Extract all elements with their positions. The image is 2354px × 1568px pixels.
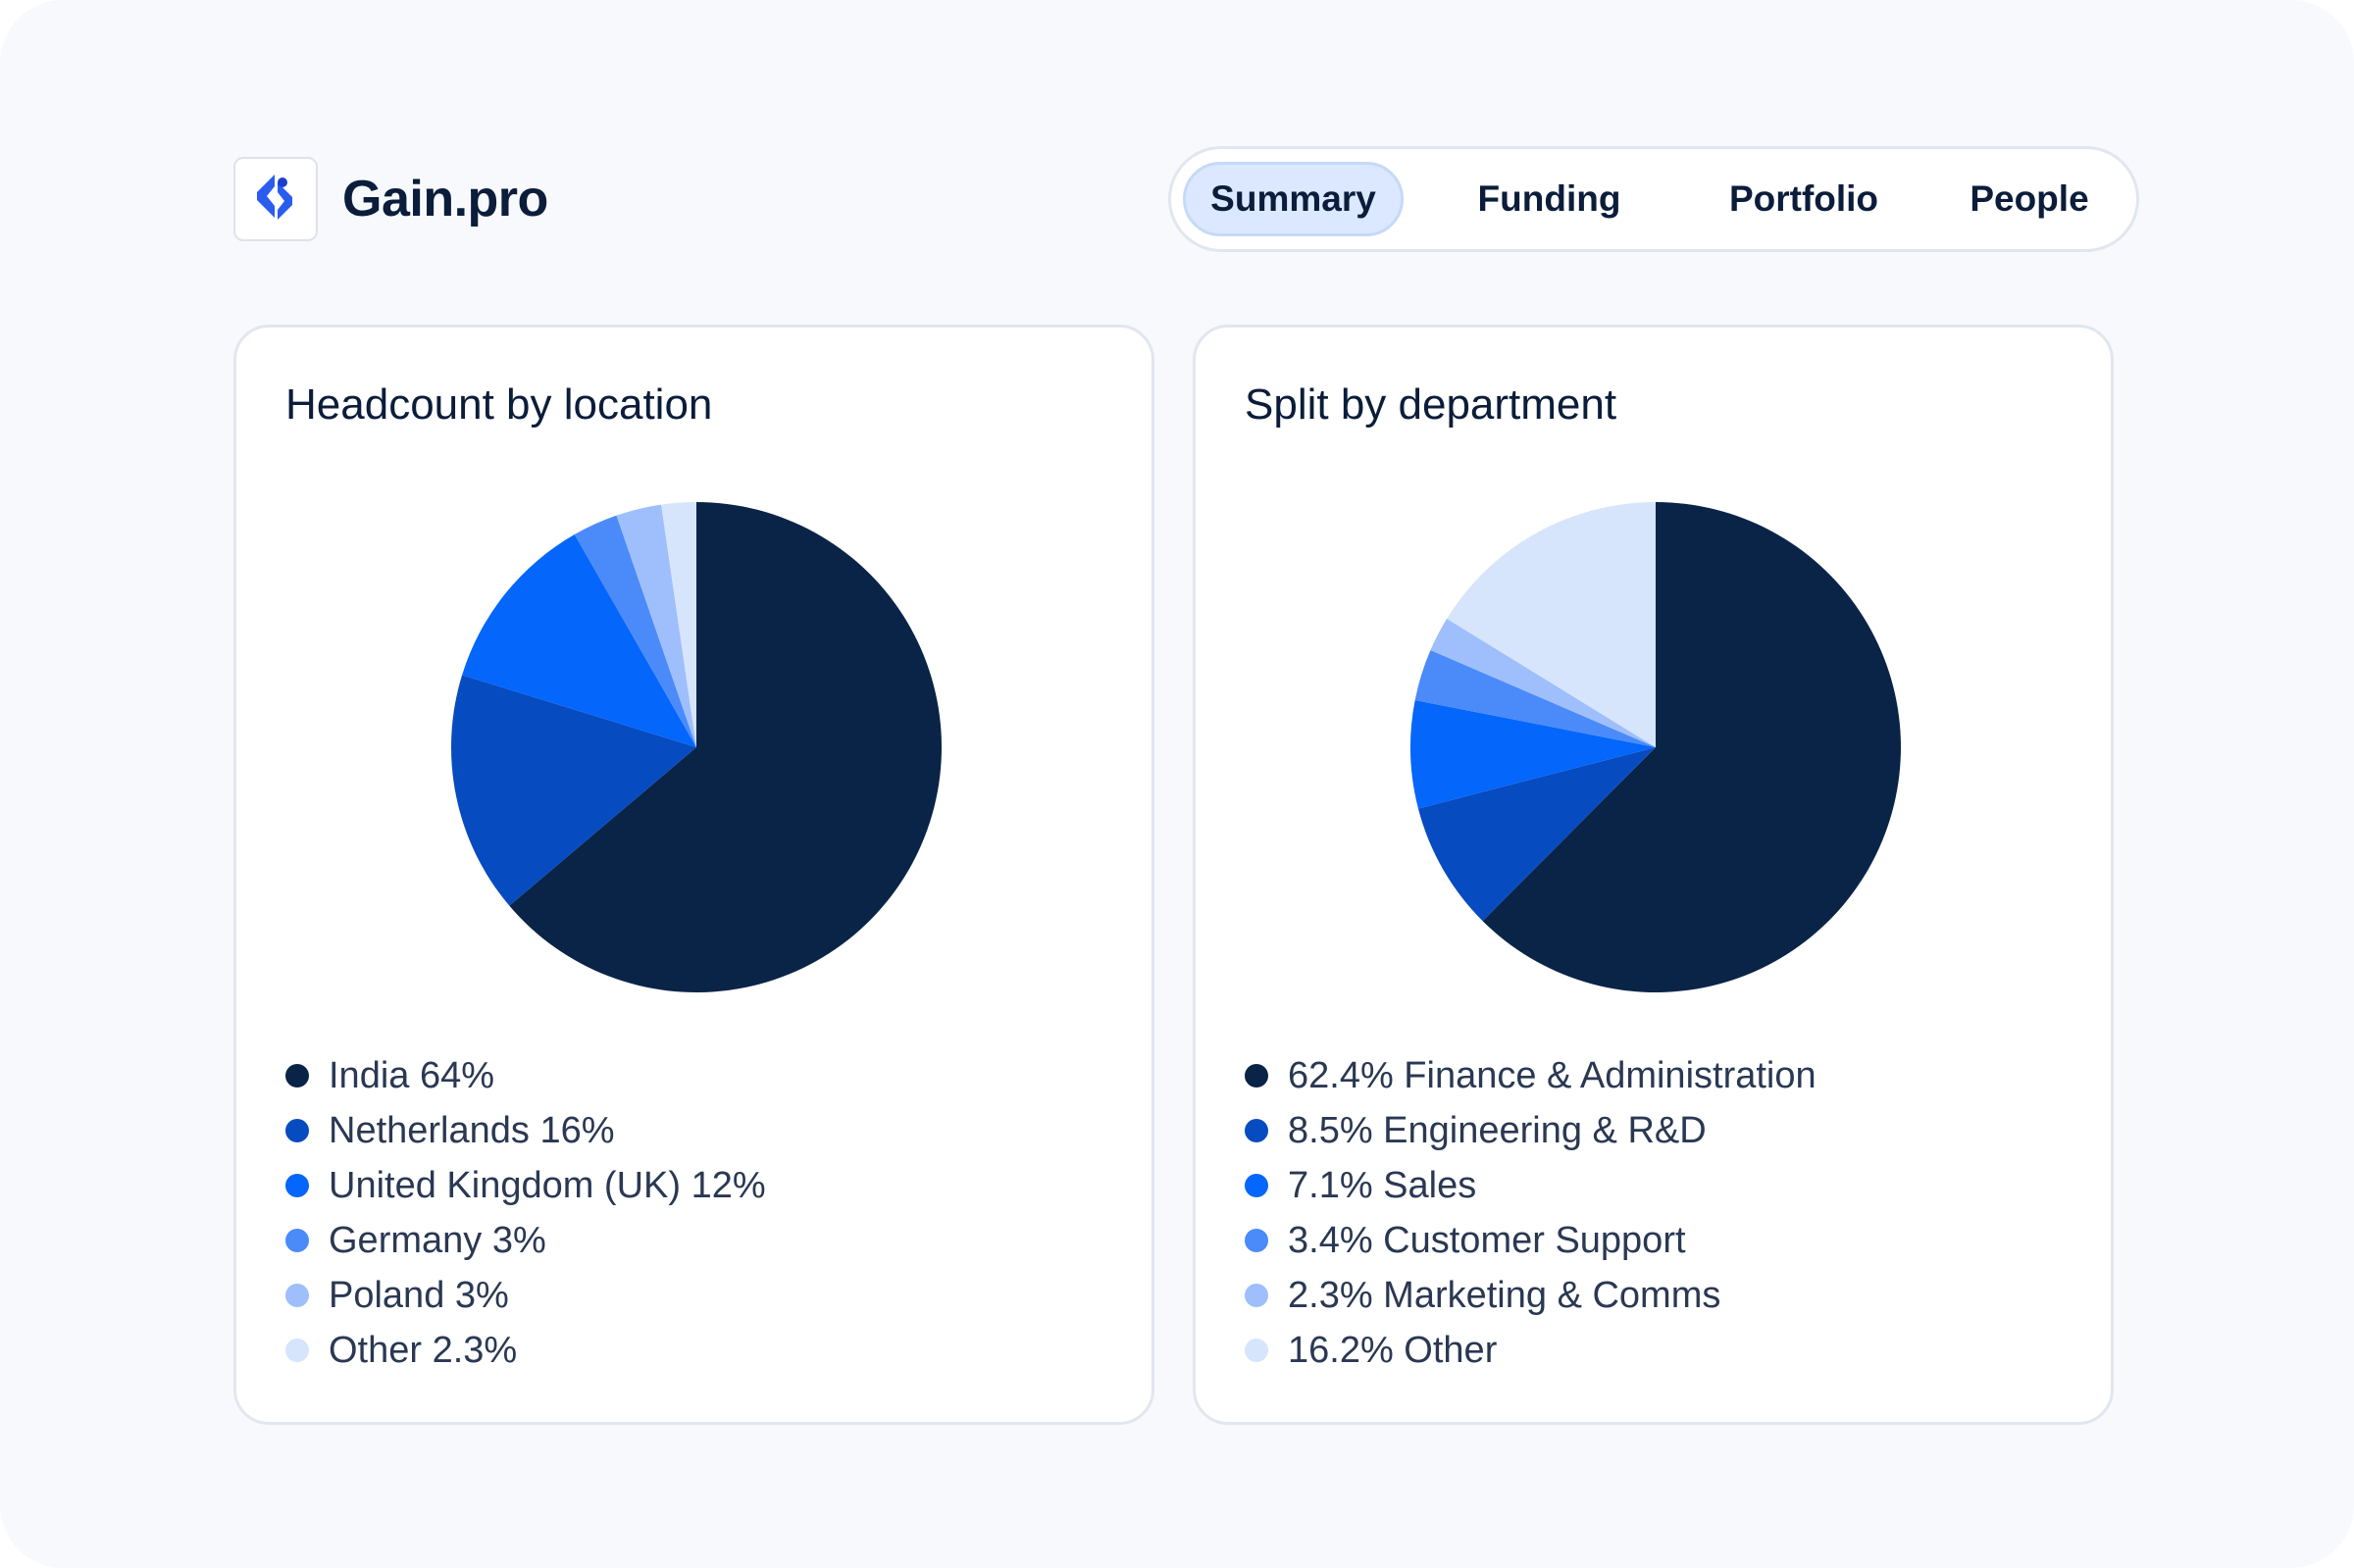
- pie-slice-customer-support[interactable]: [1414, 649, 1656, 747]
- legend-label: 8.5% Engineering & R&D: [1288, 1109, 1707, 1151]
- legend-label: 3.4% Customer Support: [1288, 1219, 1686, 1261]
- legend-label: Other 2.3%: [329, 1329, 518, 1371]
- pie-slice-engineering-r-d[interactable]: [1417, 747, 1656, 922]
- legend-dot: [285, 1339, 309, 1362]
- pie-slice-germany[interactable]: [574, 515, 696, 747]
- card-title: Split by department: [1245, 380, 1617, 429]
- legend-label: 16.2% Other: [1288, 1329, 1498, 1371]
- location-pie-chart: [451, 502, 942, 992]
- gain-logo-icon: [257, 175, 292, 220]
- legend-item: Germany 3%: [285, 1213, 766, 1268]
- pie-slice-finance-administration[interactable]: [1482, 502, 1901, 992]
- card-title: Headcount by location: [285, 380, 713, 429]
- legend-item: 3.4% Customer Support: [1245, 1213, 1817, 1268]
- legend-dot: [1245, 1284, 1268, 1307]
- pie-slice-sales[interactable]: [1410, 699, 1656, 809]
- legend-item: Netherlands 16%: [285, 1103, 766, 1158]
- legend-label: Poland 3%: [329, 1274, 509, 1316]
- brand-name[interactable]: Gain.pro: [342, 171, 548, 228]
- legend-dot: [1245, 1174, 1268, 1197]
- legend-label: United Kingdom (UK) 12%: [329, 1164, 766, 1206]
- department-split-card: Split by department 62.4% Finance & Admi…: [1193, 325, 2114, 1425]
- pie-slice-poland[interactable]: [616, 504, 696, 747]
- department-legend: 62.4% Finance & Administration 8.5% Engi…: [1245, 1048, 1817, 1378]
- legend-item: 7.1% Sales: [1245, 1158, 1817, 1213]
- legend-dot: [285, 1229, 309, 1252]
- legend-item: 8.5% Engineering & R&D: [1245, 1103, 1817, 1158]
- location-legend: India 64% Netherlands 16% United Kingdom…: [285, 1048, 766, 1378]
- department-pie-chart: [1410, 502, 1901, 992]
- pie-slice-netherlands[interactable]: [451, 675, 696, 906]
- tab-bar: Summary Funding Portfolio People: [1168, 146, 2139, 252]
- legend-dot: [285, 1064, 309, 1087]
- legend-item: India 64%: [285, 1048, 766, 1103]
- legend-item: Other 2.3%: [285, 1323, 766, 1378]
- tab-people[interactable]: People: [1970, 178, 2089, 219]
- headcount-location-card: Headcount by location India 64% Netherla…: [233, 325, 1154, 1425]
- legend-dot: [1245, 1339, 1268, 1362]
- legend-label: Germany 3%: [329, 1219, 546, 1261]
- legend-label: 2.3% Marketing & Comms: [1288, 1274, 1721, 1316]
- legend-item: United Kingdom (UK) 12%: [285, 1158, 766, 1213]
- legend-dot: [1245, 1119, 1268, 1142]
- pie-slice-other[interactable]: [661, 502, 696, 747]
- legend-label: India 64%: [329, 1054, 495, 1096]
- legend-dot: [285, 1119, 309, 1142]
- pie-slice-united-kingdom-uk[interactable]: [462, 534, 696, 747]
- tab-summary[interactable]: Summary: [1183, 162, 1404, 236]
- legend-dot: [285, 1284, 309, 1307]
- legend-item: 16.2% Other: [1245, 1323, 1817, 1378]
- legend-label: Netherlands 16%: [329, 1109, 615, 1151]
- legend-label: 62.4% Finance & Administration: [1288, 1054, 1817, 1096]
- logo[interactable]: [233, 157, 318, 241]
- pie-slice-marketing-comms[interactable]: [1430, 618, 1656, 747]
- legend-label: 7.1% Sales: [1288, 1164, 1477, 1206]
- pie-slice-other[interactable]: [1447, 502, 1656, 747]
- tab-funding[interactable]: Funding: [1477, 178, 1621, 219]
- legend-item: 2.3% Marketing & Comms: [1245, 1268, 1817, 1323]
- legend-item: 62.4% Finance & Administration: [1245, 1048, 1817, 1103]
- pie-slice-india[interactable]: [509, 502, 942, 992]
- legend-dot: [285, 1174, 309, 1197]
- tab-portfolio[interactable]: Portfolio: [1728, 178, 1879, 219]
- legend-dot: [1245, 1229, 1268, 1252]
- legend-item: Poland 3%: [285, 1268, 766, 1323]
- legend-dot: [1245, 1064, 1268, 1087]
